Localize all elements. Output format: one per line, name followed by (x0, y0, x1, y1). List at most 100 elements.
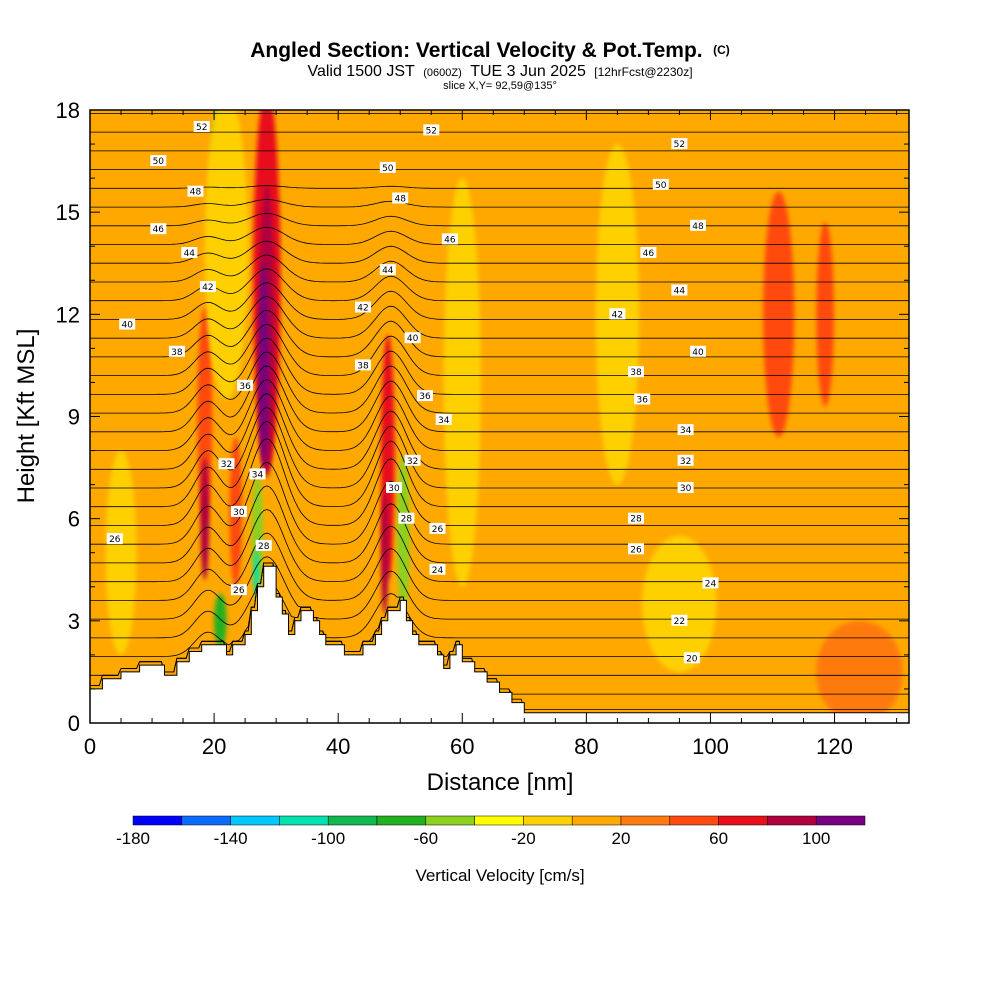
theta-contour-label: 44 (379, 264, 396, 276)
velocity-cell (816, 620, 903, 723)
velocity-cell (816, 222, 834, 407)
theta-contour-line (90, 309, 909, 358)
chart-title: Angled Section: Vertical Velocity & Pot.… (250, 39, 730, 62)
theta-contour-line (90, 379, 909, 451)
theta-contour-line (90, 268, 909, 302)
colorbar-swatch (279, 815, 329, 826)
theta-contour-label-text: 20 (686, 654, 698, 664)
theta-contour-line (90, 254, 909, 283)
colorbar-swatch (669, 815, 719, 826)
colorbar-tick-label: 60 (709, 829, 728, 848)
theta-contour-label: 40 (690, 345, 706, 358)
theta-contour-label: 46 (150, 223, 167, 235)
theta-contours (90, 113, 909, 710)
velocity-cell (443, 178, 481, 587)
theta-contour-label-text: 34 (252, 470, 264, 480)
theta-contour-label-text: 28 (401, 515, 413, 525)
theta-contour-label: 20 (683, 652, 700, 664)
theta-contour-line (90, 509, 909, 583)
y-tick-label: 18 (56, 98, 80, 123)
theta-contour-label-text: 42 (357, 304, 368, 314)
theta-contour-label-text: 26 (432, 525, 444, 535)
theta-contour-label-text: 46 (643, 249, 655, 259)
velocity-cell (397, 454, 410, 618)
theta-contour-label-text: 46 (444, 235, 456, 245)
theta-contour-label: 52 (423, 124, 440, 136)
colorbar-swatch (376, 815, 427, 826)
theta-contour-label: 32 (404, 454, 421, 467)
theta-contour-label-text: 42 (612, 310, 623, 320)
theta-contour-label: 42 (609, 308, 626, 320)
y-tick-label: 6 (68, 507, 80, 532)
theta-contour-label: 26 (429, 522, 446, 535)
theta-contour-label: 36 (634, 393, 651, 406)
theta-contour-label: 48 (392, 192, 409, 205)
theta-contour-label-text: 48 (692, 222, 704, 232)
theta-contour-line (90, 337, 909, 395)
colorbar-swatch (474, 815, 524, 826)
theta-contour-label: 28 (398, 512, 415, 525)
theta-contour-line (90, 296, 909, 339)
theta-contour-line (90, 226, 909, 245)
theta-contour-label: 34 (677, 424, 694, 436)
theta-contour-label-text: 22 (674, 617, 685, 627)
theta-contour-label: 48 (187, 185, 204, 198)
y-tick-label: 12 (56, 302, 80, 327)
x-tick-label: 100 (692, 734, 729, 759)
theta-contour-label: 46 (640, 247, 657, 259)
x-tick-label: 80 (574, 734, 598, 759)
theta-contour-label: 38 (628, 366, 644, 378)
y-tick-label: 0 (68, 711, 80, 736)
theta-contour-label: 24 (702, 577, 719, 589)
chart-valid-time: Valid 1500 JST (0600Z) TUE 3 Jun 2025 [1… (307, 63, 692, 80)
theta-contour-label-text: 52 (196, 123, 207, 133)
colorbar-tick-label: 100 (802, 829, 830, 848)
theta-contour-label-text: 26 (109, 535, 121, 545)
theta-contour-label-text: 46 (153, 225, 165, 235)
theta-contour-label-text: 42 (202, 283, 213, 293)
theta-contour-line (90, 282, 909, 320)
x-axis-title: Distance [nm] (427, 769, 574, 796)
theta-contour-line (90, 199, 909, 208)
theta-contour-label: 52 (671, 138, 688, 150)
x-tick-label: 0 (84, 734, 96, 759)
theta-contour-label-text: 34 (438, 416, 450, 426)
chart-slice-info: slice X,Y= 92,59@135° (443, 80, 557, 92)
theta-contour-label: 40 (404, 332, 421, 344)
x-tick-label: 120 (816, 734, 853, 759)
theta-contour-label-text: 30 (388, 484, 400, 494)
theta-contour-label: 36 (417, 390, 433, 402)
theta-contour-label-text: 52 (426, 126, 437, 136)
x-tick-label: 20 (202, 734, 226, 759)
x-tick-label: 60 (450, 734, 474, 759)
theta-contour-label-text: 38 (357, 361, 369, 371)
velocity-cell (258, 263, 269, 468)
colorbar-swatch (718, 815, 768, 826)
colorbar-swatch (181, 815, 231, 826)
y-axis-title: Height [Kft MSL] (13, 329, 40, 504)
theta-contour-label: 40 (119, 318, 136, 331)
theta-contour-label-text: 40 (121, 321, 133, 331)
theta-contour-label: 46 (441, 233, 458, 245)
theta-contour-line (90, 420, 909, 508)
theta-contour-label-text: 50 (655, 181, 667, 191)
velocity-cell (197, 307, 213, 526)
theta-contour-label: 50 (652, 178, 669, 191)
colorbar-title: Vertical Velocity [cm/s] (415, 866, 584, 885)
theta-contour-label: 26 (230, 584, 247, 596)
theta-contour-label-text: 26 (630, 545, 642, 555)
colorbar-swatch (571, 815, 622, 826)
theta-contour-label-text: 50 (153, 157, 165, 167)
theta-contour-label: 28 (628, 512, 644, 525)
theta-contour-label: 26 (106, 533, 123, 545)
colorbar-tick-label: -60 (414, 829, 439, 848)
theta-contour-label: 44 (181, 247, 198, 259)
theta-contour-label-text: 48 (394, 195, 406, 205)
theta-contour-label: 52 (193, 121, 210, 133)
colorbar-swatch (815, 815, 866, 826)
theta-contour-line (90, 185, 909, 189)
theta-contour-labels: 52 52 52 50 50 50 48 48 48 46 46 46 44 44 44 42 42 42 40 40… (106, 121, 719, 664)
theta-contour-line (90, 562, 909, 657)
velocity-cell (204, 110, 249, 400)
